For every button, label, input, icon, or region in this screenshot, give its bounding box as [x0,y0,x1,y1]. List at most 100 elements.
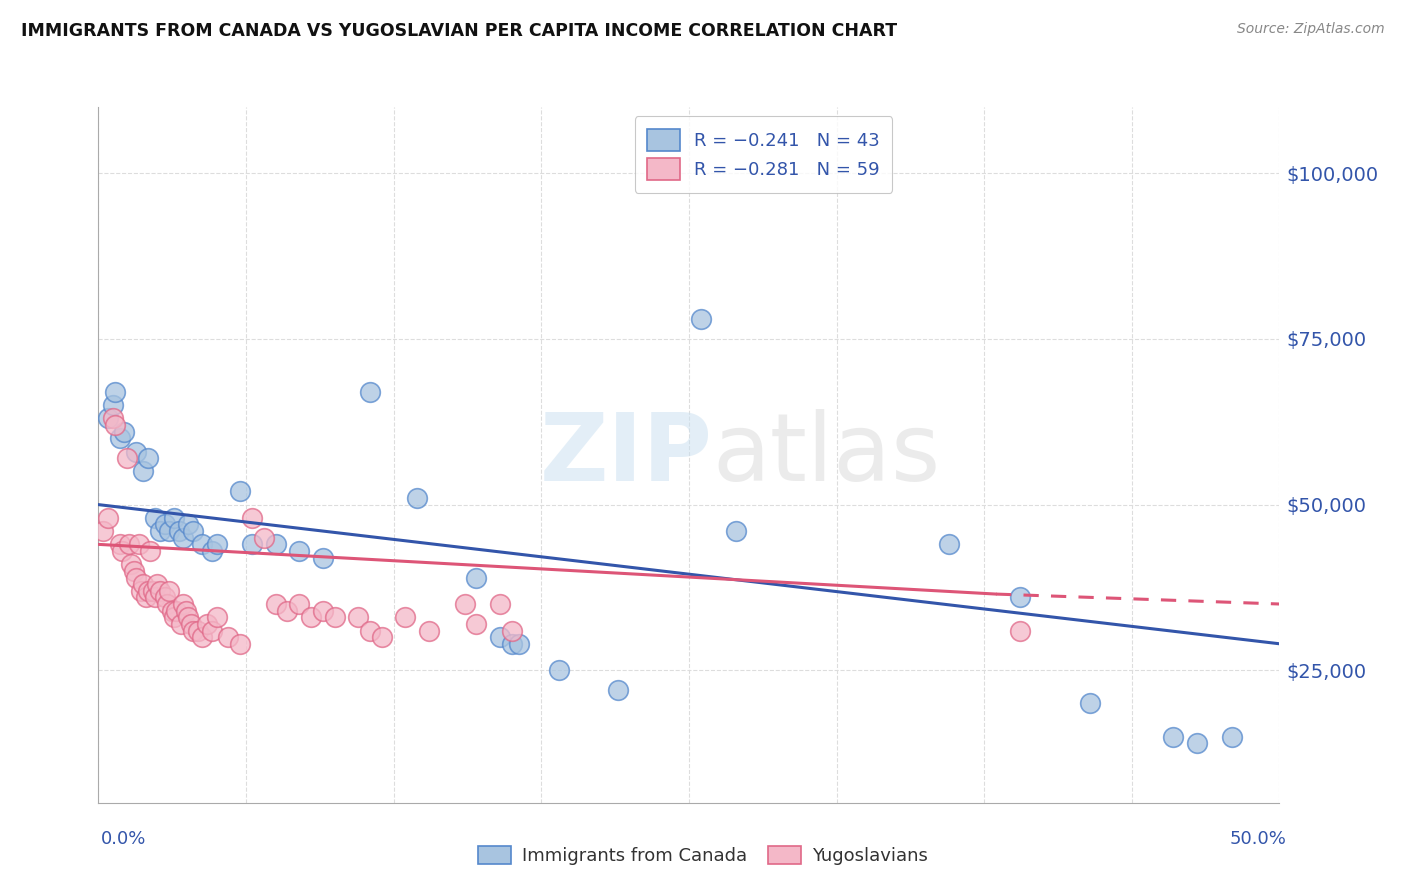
Text: IMMIGRANTS FROM CANADA VS YUGOSLAVIAN PER CAPITA INCOME CORRELATION CHART: IMMIGRANTS FROM CANADA VS YUGOSLAVIAN PE… [21,22,897,40]
Point [1080,697,1102,711]
Point [938,537,960,551]
Point [489,597,512,611]
Point [453,597,475,611]
Point [181,624,204,638]
Point [217,630,239,644]
Point [128,537,150,551]
Point [205,610,228,624]
Point [97,411,120,425]
Point [359,624,381,638]
Point [122,564,145,578]
Point [240,511,263,525]
Point [115,451,138,466]
Point [111,544,134,558]
Point [312,604,335,618]
Point [205,537,228,551]
Point [97,511,120,525]
Point [156,597,179,611]
Point [1185,736,1208,750]
Text: 0.0%: 0.0% [101,830,146,847]
Point [160,604,183,618]
Point [1161,730,1184,744]
Point [125,444,148,458]
Point [201,624,224,638]
Point [191,537,214,551]
Point [167,524,190,538]
Point [163,610,186,624]
Point [143,511,166,525]
Point [418,624,440,638]
Point [129,583,152,598]
Point [172,597,194,611]
Point [548,663,571,677]
Point [191,630,214,644]
Point [288,544,311,558]
Point [104,384,127,399]
Point [101,398,124,412]
Point [229,484,252,499]
Point [371,630,394,644]
Point [359,384,381,399]
Point [91,524,114,538]
Point [121,558,143,572]
Point [465,570,488,584]
Point [276,604,298,618]
Point [181,524,204,538]
Legend: Immigrants from Canada, Yugoslavians: Immigrants from Canada, Yugoslavians [470,837,936,874]
Point [172,531,194,545]
Point [170,616,193,631]
Point [149,583,172,598]
Point [689,312,711,326]
Point [136,583,159,598]
Point [153,517,176,532]
Point [108,537,131,551]
Point [135,591,157,605]
Point [347,610,370,624]
Point [132,577,155,591]
Point [1220,730,1243,744]
Point [508,637,530,651]
Point [240,537,263,551]
Point [607,683,630,698]
Point [153,591,176,605]
Point [323,610,346,624]
Point [187,624,209,638]
Point [163,511,186,525]
Text: atlas: atlas [713,409,941,501]
Point [288,597,311,611]
Point [177,517,200,532]
Point [501,637,523,651]
Point [157,524,180,538]
Point [394,610,416,624]
Point [465,616,488,631]
Point [112,425,135,439]
Point [125,570,148,584]
Point [104,418,127,433]
Point [132,465,155,479]
Point [146,577,169,591]
Text: 50.0%: 50.0% [1230,830,1286,847]
Point [1008,591,1031,605]
Legend: R = −0.241   N = 43, R = −0.281   N = 59: R = −0.241 N = 43, R = −0.281 N = 59 [634,116,893,193]
Point [118,537,141,551]
Text: ZIP: ZIP [540,409,713,501]
Point [180,616,202,631]
Point [174,604,197,618]
Point [501,624,523,638]
Point [136,451,159,466]
Point [101,411,124,425]
Point [139,544,162,558]
Text: Source: ZipAtlas.com: Source: ZipAtlas.com [1237,22,1385,37]
Point [406,491,429,505]
Point [143,591,166,605]
Point [201,544,224,558]
Point [195,616,218,631]
Point [142,583,165,598]
Point [299,610,322,624]
Point [489,630,512,644]
Point [165,604,187,618]
Point [108,431,131,445]
Point [157,583,180,598]
Point [1008,624,1031,638]
Point [253,531,276,545]
